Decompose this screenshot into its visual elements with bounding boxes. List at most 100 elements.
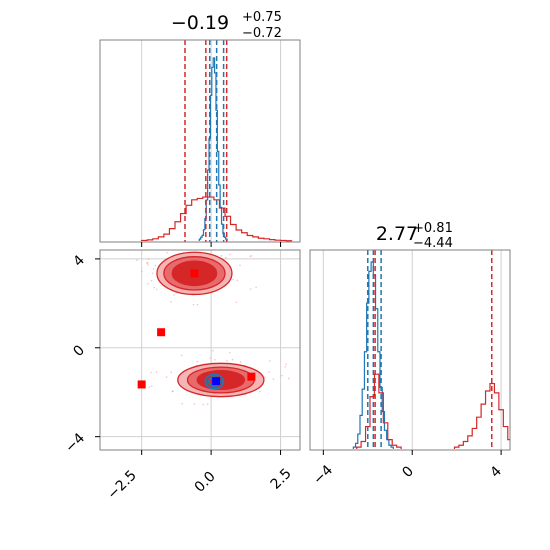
panel-top-left-frame xyxy=(99,39,301,243)
x-tick-label-bl-2: 0.0 xyxy=(192,469,219,496)
contour-level-2-0 xyxy=(204,373,225,390)
sample-point xyxy=(151,385,153,388)
panel-bottom-right-title: 2.77 xyxy=(376,223,418,245)
panel-bottom-left-ticks xyxy=(95,258,282,455)
sample-point xyxy=(173,293,175,296)
sample-point xyxy=(165,376,168,378)
sample-point xyxy=(226,359,228,362)
sample-point xyxy=(225,256,227,259)
sample-point xyxy=(148,386,151,388)
sample-point xyxy=(193,403,196,405)
panel-top-left-title: −0.19 xyxy=(171,12,229,34)
sample-point xyxy=(141,270,143,273)
sample-point xyxy=(280,374,283,377)
sample-point xyxy=(170,300,172,303)
sample-point xyxy=(152,268,155,270)
sample-point xyxy=(170,371,173,374)
x-tick-label-br-2: 0 xyxy=(399,463,417,481)
sample-point xyxy=(232,278,234,281)
histogram-1-series-1 xyxy=(141,196,293,242)
sample-point xyxy=(151,272,154,274)
panel-bottom-right-grid xyxy=(322,250,502,450)
panel-bottom-left-frame xyxy=(99,249,301,451)
sample-point xyxy=(166,251,169,254)
x-tick-label-bl-3: 2.5 xyxy=(268,466,295,493)
title-1-minus: −0.72 xyxy=(242,26,282,41)
marker-square-3 xyxy=(247,372,256,381)
sample-point xyxy=(255,286,257,289)
sample-point xyxy=(155,288,158,291)
sample-point xyxy=(150,371,152,374)
sample-point xyxy=(239,361,242,363)
sample-point xyxy=(192,303,195,306)
sample-point xyxy=(147,283,149,285)
x-tick-label-br-3: 4 xyxy=(487,463,505,481)
sample-point xyxy=(171,390,174,393)
panel-top-left-grid xyxy=(141,40,282,242)
sample-point xyxy=(196,303,199,306)
sample-point xyxy=(155,371,158,373)
panel-bottom-left-data xyxy=(136,245,290,406)
sample-point xyxy=(249,255,252,258)
title-2-minus: −4.44 xyxy=(413,236,453,251)
panel-top-left-histogram: −0.19 +0.75 −0.72 xyxy=(99,10,301,247)
title-1-plus: +0.75 xyxy=(242,10,282,25)
sample-point xyxy=(258,390,261,393)
sample-point xyxy=(250,254,253,257)
sample-point xyxy=(206,403,209,405)
sample-point xyxy=(264,376,266,379)
sample-point xyxy=(229,253,231,256)
sample-point xyxy=(287,377,290,380)
marker-square-0 xyxy=(190,269,199,278)
marker-square-4 xyxy=(212,377,221,386)
panel-bottom-right-background xyxy=(310,250,510,450)
sample-point xyxy=(209,357,211,359)
panel-bottom-left-contour: −2.5 0.0 2.5 4 0 −4 xyxy=(62,245,301,503)
sample-point xyxy=(147,264,149,266)
marker-square-2 xyxy=(137,380,146,389)
panel-top-left-ticks xyxy=(141,242,282,247)
sample-point xyxy=(212,350,214,352)
panel-bottom-right-ticks xyxy=(322,450,502,455)
sample-point xyxy=(196,360,199,363)
y-tick-label-bl-1: 4 xyxy=(70,252,88,270)
sample-point xyxy=(181,402,183,405)
panel-bottom-right-histogram: 2.77 +0.81 −4.44 −4 0 4 xyxy=(309,221,511,488)
y-tick-label-bl-2: 0 xyxy=(70,342,88,360)
sample-point xyxy=(269,360,271,362)
sample-point xyxy=(235,301,238,304)
panel-bottom-right-frame xyxy=(309,249,511,451)
sample-point xyxy=(220,254,223,257)
title-2-value: 2.77 xyxy=(376,223,418,245)
sample-point xyxy=(153,286,155,289)
sample-point xyxy=(150,279,153,282)
sample-point xyxy=(202,403,205,406)
title-1-value: −0.19 xyxy=(171,12,229,34)
sample-point xyxy=(268,371,270,373)
panel-top-left-data xyxy=(141,40,293,242)
y-tick-label-bl-3: −4 xyxy=(62,430,88,456)
sample-point xyxy=(147,258,150,260)
sample-point xyxy=(228,245,230,247)
sample-point xyxy=(249,288,252,290)
sample-point xyxy=(272,378,275,380)
sample-point xyxy=(146,261,149,264)
title-2-plus: +0.81 xyxy=(413,221,453,236)
sample-point xyxy=(180,354,183,357)
sample-point xyxy=(239,264,241,267)
x-tick-label-br-1: −4 xyxy=(310,462,336,488)
sample-point xyxy=(136,259,138,262)
sample-point xyxy=(236,279,239,282)
sample-point xyxy=(154,264,157,267)
marker-square-1 xyxy=(157,328,166,337)
sample-point xyxy=(284,366,287,368)
panel-bottom-right-data xyxy=(352,250,510,450)
sample-point xyxy=(229,351,231,354)
sample-point xyxy=(231,358,234,361)
histogram-2-series-1 xyxy=(356,373,510,449)
panel-top-left-background xyxy=(100,40,300,242)
sample-point xyxy=(285,363,287,365)
x-tick-label-bl-1: −2.5 xyxy=(104,467,139,502)
sample-point xyxy=(214,358,216,361)
